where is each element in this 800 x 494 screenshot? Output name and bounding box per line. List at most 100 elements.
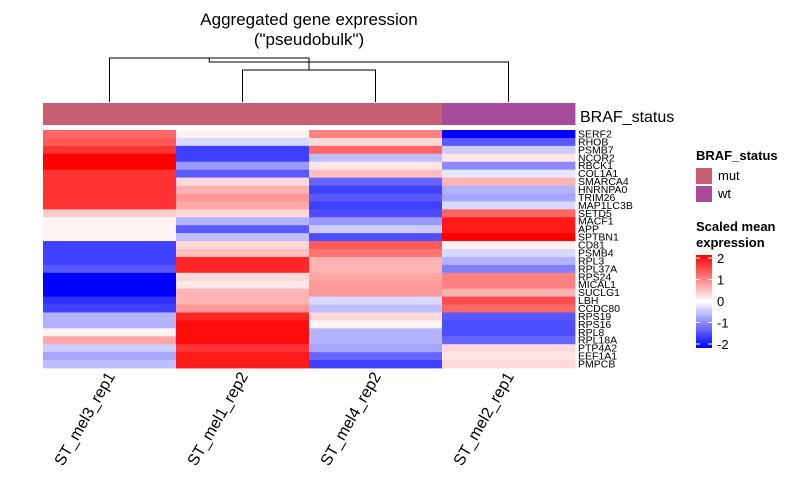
row-label: SPTBN1 (578, 232, 619, 244)
row-label: TRIM26 (578, 192, 616, 204)
heatmap-cell (176, 217, 310, 226)
heatmap-cell (176, 336, 310, 345)
heatmap-cell (442, 201, 576, 210)
heatmap-cell (442, 161, 576, 171)
heatmap-cell (176, 209, 310, 218)
chart-title-line-2: ("pseudobulk") (254, 30, 364, 49)
heatmap-cell (442, 217, 576, 226)
heatmap-cell (176, 161, 310, 171)
color-legend-title-line-1: Scaled mean (696, 219, 776, 234)
dendrogram-branch (242, 69, 376, 102)
annotation-cell (442, 103, 576, 125)
column-label: ST_mel4_rep2 (318, 369, 385, 468)
row-label: CD81 (578, 240, 605, 252)
heatmap-cell (442, 249, 576, 258)
color-tick-label: 0 (717, 294, 724, 309)
heatmap-cell (43, 241, 177, 250)
heatmap-cell (176, 320, 310, 329)
heatmap-cell (442, 336, 576, 345)
legend-swatch-mut (696, 168, 712, 184)
dendrogram-branch (208, 58, 509, 102)
heatmap-cell (442, 241, 576, 250)
annotation-track-label: BRAF_status (580, 109, 674, 126)
heatmap-cell (442, 272, 576, 282)
heatmap-cell (442, 264, 576, 274)
column-labels: ST_mel3_rep1 ST_mel1_rep2 ST_mel4_rep2 ST_m… (52, 369, 518, 468)
heatmap-cell (176, 296, 310, 305)
row-label: MACF1 (578, 216, 614, 228)
heatmap-cell (309, 145, 443, 155)
heatmap-cell (43, 320, 177, 329)
braf-status-annotation-bar (43, 103, 576, 125)
heatmap-cell (309, 280, 443, 290)
chart-title-line-1: Aggregated gene expression (200, 10, 417, 29)
row-label: SMARCA4 (578, 176, 629, 188)
annotation-cell (43, 103, 177, 125)
row-label: RPS19 (578, 311, 611, 323)
heatmap-cell (43, 185, 177, 194)
heatmap-cell (309, 288, 443, 297)
heatmap-cell (442, 304, 576, 313)
heatmap-cell (176, 193, 310, 202)
heatmap-cell (309, 209, 443, 218)
heatmap-cell (43, 336, 177, 345)
heatmap-cell (43, 169, 177, 178)
heatmap-cells (43, 130, 576, 369)
heatmap-cell (176, 201, 310, 210)
row-label: SERF2 (578, 128, 612, 140)
heatmap-cell (43, 280, 177, 290)
heatmap-cell (309, 304, 443, 313)
heatmap-cell (176, 233, 310, 242)
braf-status-legend: mut wt (696, 168, 740, 202)
heatmap-cell (176, 185, 310, 194)
row-label: MICAL1 (578, 279, 616, 291)
legend-label-wt: wt (717, 186, 731, 201)
heatmap-cell (43, 296, 177, 305)
row-label: HNRNPA0 (578, 184, 628, 196)
heatmap-cell (43, 201, 177, 210)
heatmap-cell (176, 304, 310, 313)
column-dendrogram (109, 57, 509, 102)
heatmap-cell (309, 193, 443, 202)
heatmap-cell (309, 336, 443, 345)
heatmap-cell (442, 153, 576, 163)
heatmap-cell (442, 130, 576, 139)
heatmap-cell (43, 312, 177, 321)
heatmap-cell (176, 241, 310, 250)
heatmap-cell (309, 201, 443, 210)
row-label: RPL8 (578, 327, 604, 339)
heatmap-cell (176, 328, 310, 337)
heatmap-cell (176, 256, 310, 266)
heatmap-cell (442, 312, 576, 321)
row-label: EEF1A1 (578, 351, 617, 363)
heatmap-cell (442, 328, 576, 337)
row-label: LBH (578, 295, 598, 307)
heatmap-cell (176, 288, 310, 297)
column-label: ST_mel1_rep2 (185, 369, 252, 468)
row-label: PSMB7 (578, 144, 614, 156)
heatmap-cell (176, 272, 310, 282)
row-label: APP (578, 224, 599, 236)
dendrogram-branch (109, 57, 310, 102)
heatmap-cell (442, 185, 576, 194)
heatmap-cell (442, 352, 576, 361)
heatmap-cell (176, 130, 310, 139)
heatmap-cell (442, 233, 576, 242)
heatmap-cell (43, 249, 177, 258)
heatmap-cell (43, 233, 177, 242)
heatmap-cell (176, 249, 310, 258)
heatmap-cell (442, 193, 576, 202)
heatmap-cell (43, 360, 177, 369)
color-legend-title-line-2: expression (696, 235, 765, 250)
column-label: ST_mel2_rep1 (451, 369, 518, 468)
row-label: SUCLG1 (578, 287, 620, 299)
row-label: SETD5 (578, 208, 612, 220)
row-label: PTP4A2 (578, 343, 617, 355)
heatmap-cell (43, 161, 177, 171)
heatmap-cell (309, 137, 443, 147)
color-tick-label: 1 (717, 273, 724, 288)
row-label: CCDC80 (578, 303, 620, 315)
heatmap-cell (176, 280, 310, 290)
heatmap-cell (176, 153, 310, 163)
